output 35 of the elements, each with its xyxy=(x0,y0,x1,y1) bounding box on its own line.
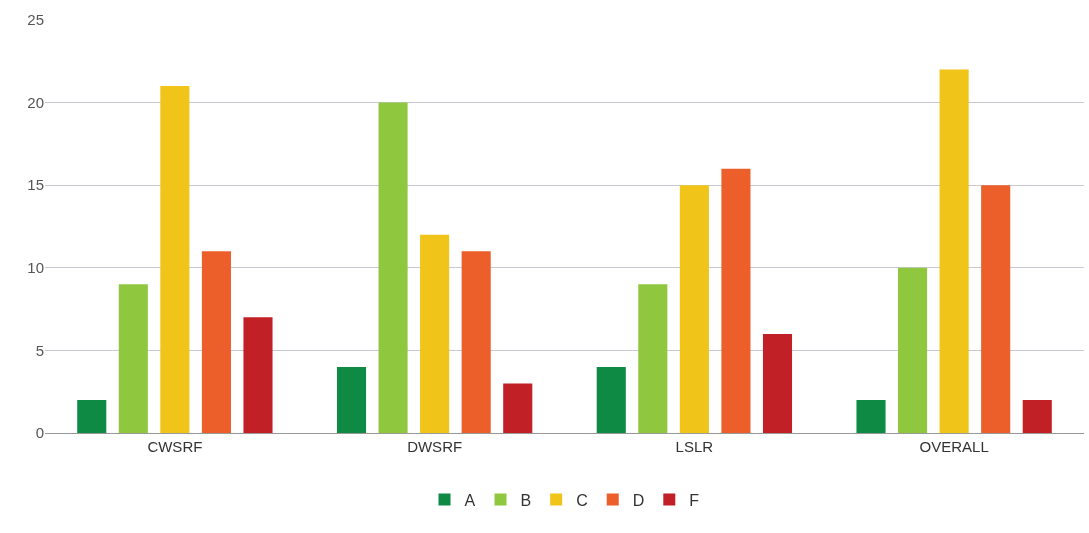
x-tick-label: CWSRF xyxy=(147,438,203,455)
legend-label: F xyxy=(689,491,700,509)
bar xyxy=(461,251,491,433)
bar xyxy=(981,185,1011,433)
bar xyxy=(898,267,928,433)
x-tick-label: OVERALL xyxy=(919,438,989,455)
bar xyxy=(721,168,751,433)
bar xyxy=(856,399,886,433)
bar xyxy=(336,366,367,433)
bar xyxy=(118,284,148,433)
bar xyxy=(160,86,190,433)
legend-label: B xyxy=(520,491,532,509)
y-tick-label: 10 xyxy=(27,259,44,277)
y-tick-label: 15 xyxy=(27,176,44,194)
bar xyxy=(638,284,668,433)
bar xyxy=(679,185,709,433)
bar xyxy=(77,399,107,433)
bar xyxy=(939,69,969,433)
bar xyxy=(1022,399,1052,433)
bar xyxy=(243,317,273,433)
x-tick-label: DWSRF xyxy=(407,438,463,455)
y-tick-label: 5 xyxy=(35,341,44,359)
legend-label: D xyxy=(632,491,645,509)
y-tick-label: 25 xyxy=(27,11,44,29)
bar xyxy=(420,234,450,433)
bar xyxy=(201,251,231,433)
legend-label: C xyxy=(576,491,588,509)
bar xyxy=(503,383,533,433)
legend-label: A xyxy=(464,491,476,509)
bar xyxy=(596,366,626,433)
y-tick-label: 20 xyxy=(27,93,44,111)
x-tick-label: LSLR xyxy=(675,438,714,455)
bar xyxy=(378,102,408,433)
y-tick-label: 0 xyxy=(35,424,44,442)
bar xyxy=(762,333,793,433)
